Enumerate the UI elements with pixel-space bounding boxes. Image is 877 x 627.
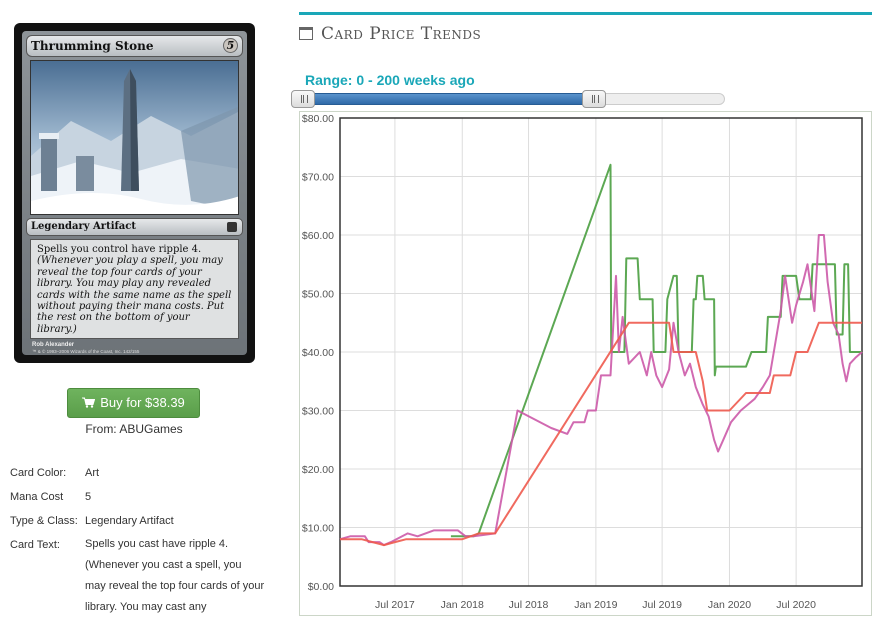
detail-label: Mana Cost <box>10 491 64 503</box>
y-tick-label: $80.00 <box>302 113 334 125</box>
y-tick-label: $10.00 <box>302 523 334 535</box>
card-mana-symbol: 5 <box>223 38 238 53</box>
snowy-obelisk-artwork <box>31 61 238 214</box>
x-tick-label: Jul 2019 <box>642 599 682 611</box>
detail-value: Spells you cast have ripple 4. (Whenever… <box>85 538 265 613</box>
card-copyright: ™ & © 1993–2006 Wizards of the Coast, In… <box>32 349 140 354</box>
y-tick-label: $60.00 <box>302 230 334 242</box>
card-title-bar: Thrumming Stone 5 <box>26 35 243 57</box>
x-tick-label: Jan 2020 <box>708 599 751 611</box>
buy-button[interactable]: Buy for $38.39 <box>67 388 200 418</box>
card-rules-text: Spells you control have ripple 4. <box>37 244 202 255</box>
range-label: Range: 0 - 200 weeks ago <box>305 72 475 88</box>
seller-label: From: ABUGames <box>85 422 183 436</box>
detail-label: Card Color: <box>10 467 67 479</box>
card-reminder-text: (Whenever you play a spell, you may reve… <box>37 255 232 335</box>
range-slider-selection[interactable] <box>303 93 595 105</box>
detail-label: Card Text: <box>10 539 60 551</box>
set-symbol-icon <box>227 222 237 232</box>
price-chart-svg: $0.00 $10.00 $20.00 $30.00 $40.00 $50.00 $60.0… <box>302 113 863 611</box>
card-type-bar: Legendary Artifact <box>26 218 243 236</box>
section-divider <box>299 12 872 15</box>
shopping-cart-icon <box>82 390 96 408</box>
y-tick-label: $40.00 <box>302 347 334 359</box>
chart-title-text: Card Price Trends <box>321 24 482 44</box>
chart-section-title: Card Price Trends <box>299 24 481 44</box>
series-line-0 <box>450 163 862 538</box>
detail-value: Art <box>85 467 100 479</box>
price-chart: $0.00 $10.00 $20.00 $30.00 $40.00 $50.00 $60.0… <box>299 111 872 616</box>
card-artwork <box>30 60 239 215</box>
series-line-1 <box>339 234 863 547</box>
y-tick-label: $50.00 <box>302 289 334 301</box>
detail-value: Legendary Artifact <box>85 515 174 527</box>
x-tick-label: Jan 2019 <box>574 599 617 611</box>
card-text-box: Spells you control have ripple 4. (Whene… <box>30 239 239 339</box>
card-name: Thrumming Stone <box>31 39 154 53</box>
card-type-line: Legendary Artifact <box>31 221 136 232</box>
y-tick-label: $0.00 <box>308 581 334 593</box>
series-line-2 <box>340 321 862 547</box>
y-tick-label: $30.00 <box>302 406 334 418</box>
range-slider-handle-end[interactable] <box>582 90 607 108</box>
card-artist: Rob Alexander <box>32 342 75 348</box>
range-slider-handle-start[interactable] <box>291 90 315 108</box>
x-tick-label: Jul 2020 <box>776 599 816 611</box>
detail-label: Type & Class: <box>10 515 78 527</box>
detail-value: 5 <box>85 491 92 503</box>
x-tick-label: Jul 2017 <box>375 599 415 611</box>
buy-button-label: Buy for $38.39 <box>100 395 185 410</box>
y-tick-label: $70.00 <box>302 172 334 184</box>
y-tick-label: $20.00 <box>302 464 334 476</box>
card-image: Thrumming Stone 5 <box>14 23 255 363</box>
x-tick-label: Jan 2018 <box>441 599 484 611</box>
calendar-icon <box>299 27 313 40</box>
card-face: Thrumming Stone 5 <box>22 31 247 355</box>
x-tick-label: Jul 2018 <box>509 599 549 611</box>
